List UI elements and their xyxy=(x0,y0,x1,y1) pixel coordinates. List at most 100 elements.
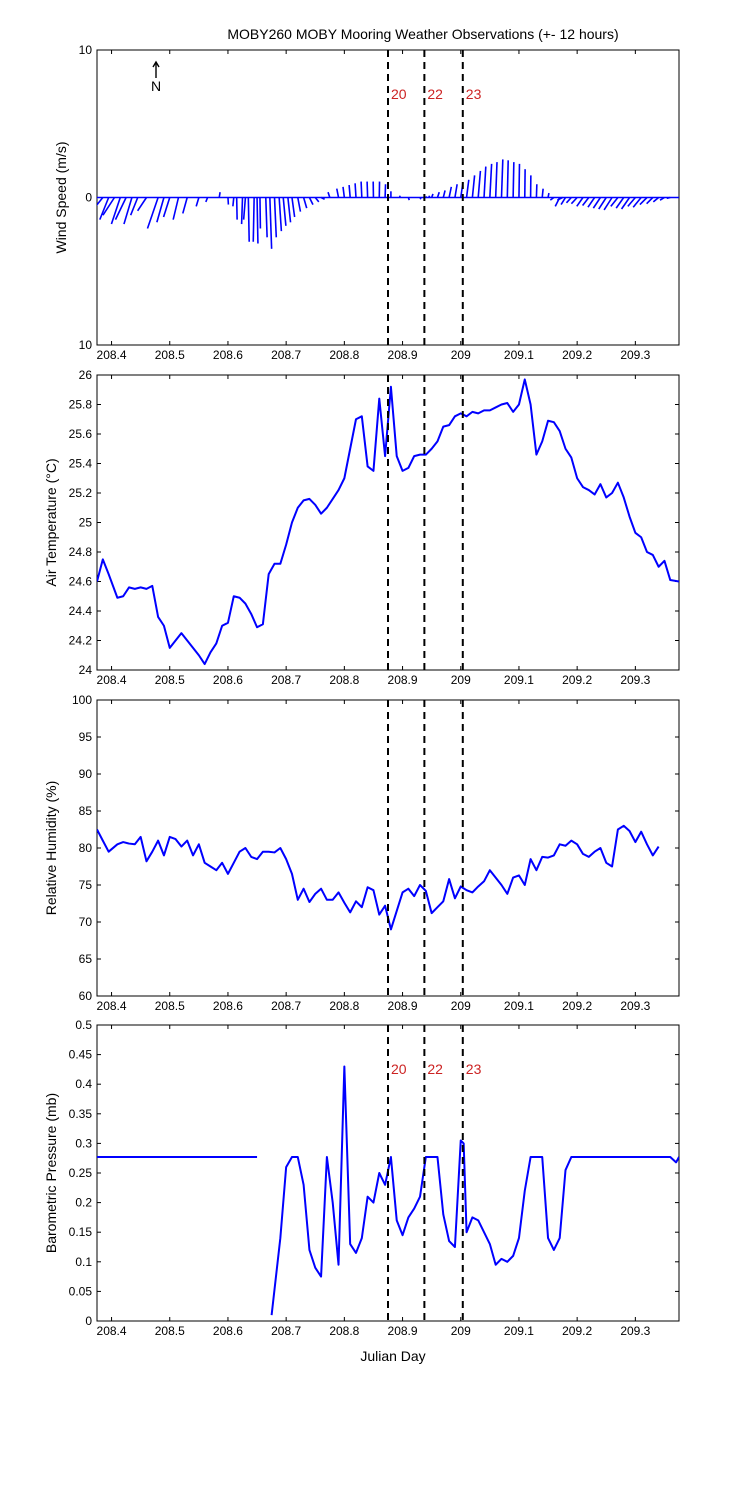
x-tick-label: 209.1 xyxy=(504,348,534,362)
x-tick-label: 209 xyxy=(451,1324,471,1338)
wind-vector xyxy=(639,196,648,206)
x-tick-label: 209.2 xyxy=(562,999,592,1013)
x-tick-label: 209.2 xyxy=(562,673,592,687)
y-tick-label: 24.4 xyxy=(69,604,93,618)
x-tick-label: 208.8 xyxy=(329,348,359,362)
x-tick-label: 209.1 xyxy=(504,673,534,687)
wind-vector xyxy=(287,197,292,223)
x-tick-label: 208.5 xyxy=(155,348,185,362)
panels: 208.4 208.5 208.6 208.7 208.8 208.9 209 209.1 20… xyxy=(43,43,680,1338)
event-label-22: 22 xyxy=(427,1061,443,1077)
data-layer xyxy=(97,378,679,666)
wind-vector xyxy=(541,188,544,198)
wind-vector xyxy=(242,197,247,220)
wind-vector xyxy=(278,197,283,232)
wind-vector xyxy=(205,197,209,203)
wind-vector xyxy=(500,159,504,198)
wind-vector xyxy=(471,175,476,198)
wind-vector xyxy=(247,197,251,242)
y-tick-label: 0.25 xyxy=(69,1166,93,1180)
x-tick-label: 209.2 xyxy=(562,348,592,362)
x-tick-label: 209.1 xyxy=(504,999,534,1013)
panel-1: 208.4 208.5 208.6 208.7 208.8 208.9 209 209.1 20… xyxy=(53,43,680,362)
wind-vector xyxy=(512,162,515,198)
wind-vector xyxy=(646,196,654,205)
x-tick-label: 208.8 xyxy=(329,673,359,687)
wind-vector xyxy=(549,196,555,201)
wind-vector xyxy=(518,163,521,198)
wind-vector xyxy=(615,197,625,209)
y-tick-label: 25.4 xyxy=(69,457,93,471)
wind-vector xyxy=(354,183,357,198)
wind-vector xyxy=(465,179,470,198)
panel-4: 208.4 208.5 208.6 208.7 208.8 208.9 209 209.1 20… xyxy=(43,1018,680,1338)
wind-vector xyxy=(156,197,165,223)
y-tick-label: 25.2 xyxy=(69,486,93,500)
wind-vector xyxy=(419,197,422,200)
wind-vector xyxy=(489,163,493,198)
y-tick-label: 26 xyxy=(79,368,93,382)
wind-vector xyxy=(314,197,320,203)
y-tick-label: 10 xyxy=(79,338,93,352)
wind-vector xyxy=(454,184,458,198)
y-axis-label: Barometric Pressure (mb) xyxy=(43,1093,59,1253)
y-tick-label: 0.05 xyxy=(69,1284,93,1298)
x-tick-label: 208.6 xyxy=(213,1324,243,1338)
y-tick-label: 0.3 xyxy=(75,1136,92,1150)
wind-vector xyxy=(308,197,314,205)
wind-vector xyxy=(430,193,434,198)
wind-vector xyxy=(620,197,631,210)
wind-vector xyxy=(146,197,159,229)
wind-vector xyxy=(123,197,133,225)
series-line-1 xyxy=(97,824,660,931)
data-layer xyxy=(97,159,679,249)
x-tick-label: 208.5 xyxy=(155,999,185,1013)
wind-vector xyxy=(114,197,127,220)
x-tick-label: 208.7 xyxy=(271,999,301,1013)
wind-vector xyxy=(232,197,235,207)
y-tick-label: 100 xyxy=(72,693,92,707)
wind-vector xyxy=(592,197,602,209)
event-label-22: 22 xyxy=(427,86,443,102)
wind-vector xyxy=(172,197,180,220)
wind-vector xyxy=(342,186,346,198)
wind-vector xyxy=(129,197,139,216)
wind-vector xyxy=(297,197,302,212)
x-tick-label: 208.9 xyxy=(388,1324,418,1338)
y-tick-label: 0.15 xyxy=(69,1225,93,1239)
wind-vector xyxy=(587,197,596,208)
x-tick-label: 208.9 xyxy=(388,673,418,687)
wind-vector xyxy=(195,197,200,207)
y-tick-label: 0.45 xyxy=(69,1048,93,1062)
wind-vector xyxy=(448,186,453,198)
wind-vector xyxy=(666,196,671,200)
series-line-2 xyxy=(270,1065,679,1316)
wind-vector xyxy=(136,197,148,212)
wind-vector xyxy=(97,197,104,207)
event-label-23: 23 xyxy=(466,86,482,102)
y-tick-label: 25.6 xyxy=(69,427,93,441)
wind-vector xyxy=(581,197,590,206)
y-tick-label: 0.4 xyxy=(75,1077,92,1091)
x-tick-label: 208.8 xyxy=(329,999,359,1013)
wind-vector xyxy=(291,197,296,218)
y-tick-label: 70 xyxy=(79,915,93,929)
y-tick-label: 25 xyxy=(79,516,93,530)
wind-vector xyxy=(442,190,446,198)
x-tick-label: 208.6 xyxy=(213,999,243,1013)
x-tick-label: 208.9 xyxy=(388,999,418,1013)
y-tick-label: 24 xyxy=(79,663,93,677)
x-tick-label: 208.4 xyxy=(97,348,127,362)
y-tick-label: 24.2 xyxy=(69,634,93,648)
y-tick-label: 0.5 xyxy=(75,1018,92,1032)
series-line-1 xyxy=(97,378,679,666)
wind-vector xyxy=(366,181,369,198)
wind-vector xyxy=(162,197,171,218)
wind-vector xyxy=(425,196,428,199)
x-tick-label: 208.7 xyxy=(271,1324,301,1338)
x-axis-label: Julian Day xyxy=(360,1348,425,1364)
x-tick-label: 208.7 xyxy=(271,348,301,362)
wind-vector xyxy=(182,197,188,214)
event-label-23: 23 xyxy=(466,1061,482,1077)
north-label: N xyxy=(151,78,161,94)
